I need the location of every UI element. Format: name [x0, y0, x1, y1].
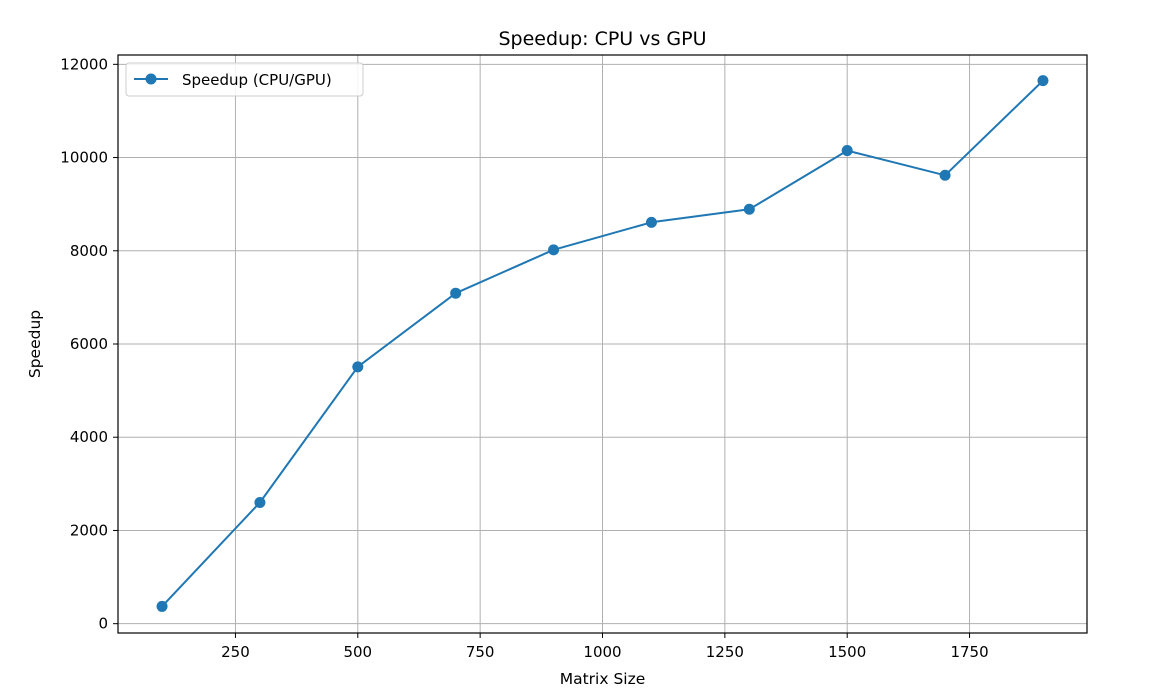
y-axis-label: Speedup	[26, 310, 44, 378]
data-point	[645, 216, 657, 228]
x-axis-label: Matrix Size	[560, 670, 646, 688]
data-point	[743, 203, 755, 215]
x-tick-label: 1000	[583, 643, 621, 661]
x-tick-label: 250	[221, 643, 250, 661]
x-tick-label: 500	[343, 643, 372, 661]
series-line	[161, 79, 1044, 608]
legend: Speedup (CPU/GPU)	[125, 62, 364, 97]
y-tick-label: 10000	[60, 149, 108, 167]
x-tick-label: 1750	[950, 643, 988, 661]
data-point	[156, 600, 168, 612]
grid-lines	[118, 55, 1087, 633]
series-layer	[156, 75, 1049, 612]
data-point	[1037, 75, 1049, 87]
data-point	[841, 145, 853, 157]
y-tick-label: 6000	[70, 335, 108, 353]
data-point	[254, 496, 266, 508]
legend-box	[125, 62, 364, 97]
axis-ticks: 250 500 750 1000 1250 1500 1750 0 2000 4000 6000 80…	[60, 55, 988, 661]
legend-entry-label: Speedup (CPU/GPU)	[182, 71, 332, 89]
x-tick-label: 1250	[706, 643, 744, 661]
x-tick-label: 750	[466, 643, 495, 661]
y-tick-label: 2000	[70, 521, 108, 539]
x-tick-label: 1500	[828, 643, 866, 661]
data-point	[352, 361, 364, 373]
y-tick-label: 8000	[70, 242, 108, 260]
data-point	[548, 244, 560, 256]
y-tick-label: 12000	[60, 55, 108, 73]
chart-title: Speedup: CPU vs GPU	[498, 28, 706, 50]
data-point	[450, 287, 462, 299]
y-tick-label: 0	[98, 615, 108, 633]
y-tick-label: 4000	[70, 428, 108, 446]
legend-marker-swatch	[145, 73, 157, 85]
data-point	[939, 169, 951, 181]
